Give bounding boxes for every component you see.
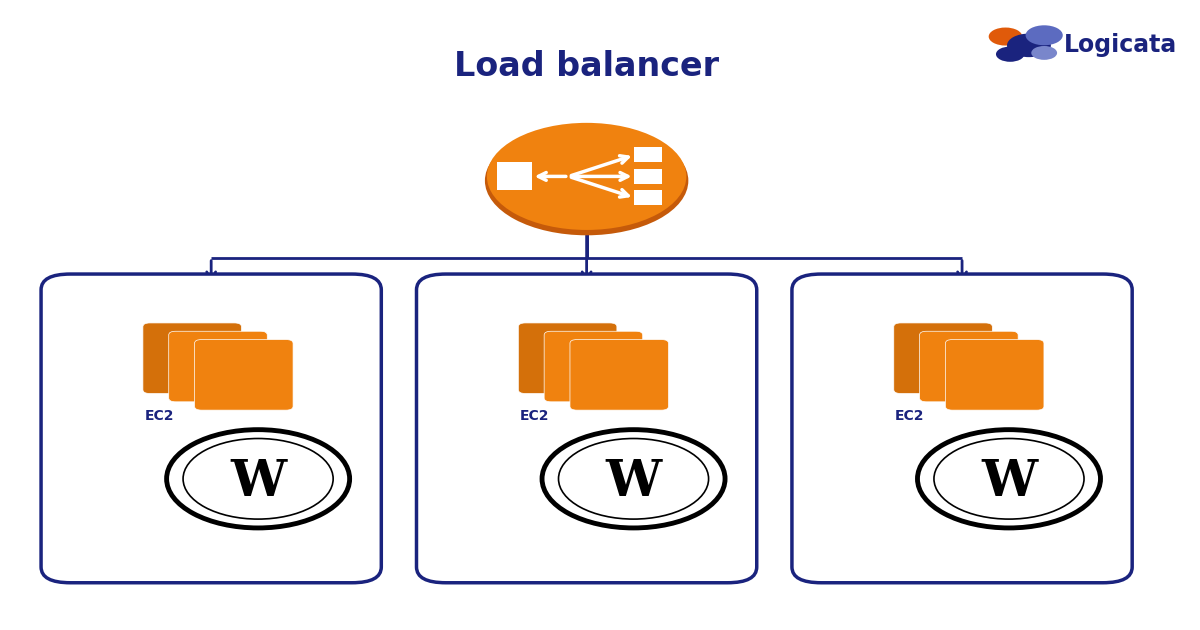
Text: Logicata: Logicata: [1064, 33, 1177, 57]
FancyBboxPatch shape: [894, 323, 992, 394]
Circle shape: [989, 28, 1022, 45]
Circle shape: [542, 430, 725, 528]
Text: EC2: EC2: [520, 409, 550, 423]
FancyBboxPatch shape: [41, 274, 382, 583]
Text: EC2: EC2: [144, 409, 174, 423]
FancyBboxPatch shape: [946, 340, 1044, 410]
FancyBboxPatch shape: [544, 331, 643, 402]
Circle shape: [487, 123, 686, 230]
FancyBboxPatch shape: [792, 274, 1132, 583]
FancyBboxPatch shape: [570, 340, 668, 410]
Text: EC2: EC2: [895, 409, 925, 423]
FancyBboxPatch shape: [497, 163, 533, 190]
FancyBboxPatch shape: [919, 331, 1018, 402]
Circle shape: [996, 47, 1025, 62]
Circle shape: [167, 430, 349, 528]
FancyBboxPatch shape: [518, 323, 617, 394]
FancyBboxPatch shape: [635, 169, 662, 184]
Text: W: W: [606, 458, 661, 507]
Circle shape: [1007, 33, 1051, 57]
FancyBboxPatch shape: [416, 274, 757, 583]
Circle shape: [918, 430, 1100, 528]
FancyBboxPatch shape: [635, 190, 662, 205]
FancyBboxPatch shape: [143, 323, 241, 394]
Circle shape: [1026, 25, 1063, 45]
Text: Load balancer: Load balancer: [454, 50, 719, 83]
Circle shape: [485, 126, 689, 236]
FancyBboxPatch shape: [194, 340, 293, 410]
Text: W: W: [980, 458, 1037, 507]
Text: W: W: [230, 458, 286, 507]
FancyBboxPatch shape: [169, 331, 268, 402]
FancyBboxPatch shape: [635, 147, 662, 163]
Circle shape: [1031, 46, 1057, 60]
